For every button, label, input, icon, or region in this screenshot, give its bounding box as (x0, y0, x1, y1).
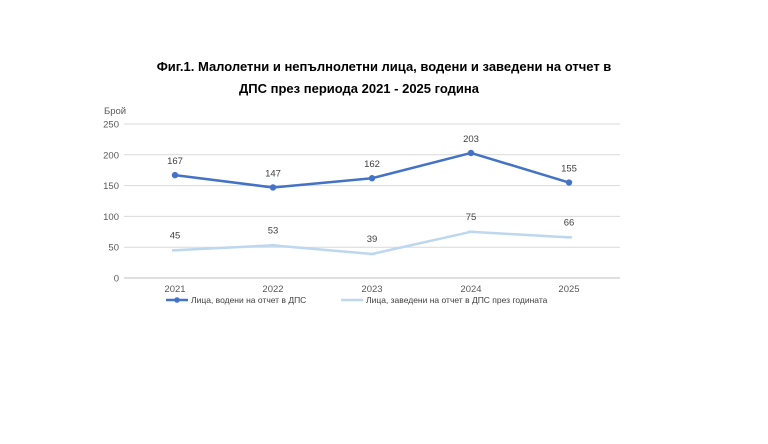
y-tick-label: 0 (114, 274, 119, 285)
x-tick-label: 2023 (361, 284, 382, 295)
y-axis-ticks: 0 50 100 150 200 250 (103, 120, 119, 285)
data-label: 75 (466, 212, 477, 223)
data-label: 53 (268, 225, 279, 236)
data-label: 203 (463, 134, 479, 145)
series-1: 167 147 162 203 155 (167, 134, 577, 191)
x-tick-label: 2022 (262, 284, 283, 295)
y-tick-label: 150 (103, 181, 119, 192)
y-tick-label: 100 (103, 212, 119, 223)
data-label: 162 (364, 159, 380, 170)
x-tick-label: 2024 (460, 284, 481, 295)
legend-marker (174, 297, 180, 303)
data-point (269, 184, 277, 191)
x-tick-label: 2021 (164, 284, 185, 295)
y-tick-label: 50 (108, 243, 119, 254)
legend: Лица, водени на отчет в ДПС Лица, заведен… (166, 295, 548, 305)
data-label: 167 (167, 156, 183, 167)
data-label: 147 (265, 168, 281, 179)
legend-label: Лица, заведени на отчет в ДПС през годин… (366, 295, 548, 305)
data-point (467, 149, 475, 157)
chart-title-line-1: Фиг.1. Малолетни и непълнолетни лица, во… (156, 59, 612, 74)
data-label: 45 (170, 230, 181, 241)
data-point (368, 175, 376, 182)
series-group: 167 147 162 203 155 45 53 39 75 66 (167, 134, 577, 256)
data-point (171, 171, 179, 179)
chart-title-line-2: ДПС през периода 2021 - 2025 година (239, 81, 479, 96)
chart-title: Фиг.1. Малолетни и непълнолетни лица, во… (0, 56, 768, 100)
x-axis-ticks: 2021 2022 2023 2024 2025 (164, 284, 579, 295)
series-2: 45 53 39 75 66 (170, 212, 575, 256)
y-axis-label: Брой (104, 106, 126, 117)
gridlines (124, 123, 620, 279)
data-label: 39 (367, 234, 378, 245)
data-label: 66 (564, 217, 575, 228)
data-label: 155 (561, 164, 577, 175)
data-point (565, 179, 573, 186)
y-tick-label: 200 (103, 150, 119, 161)
legend-label: Лица, водени на отчет в ДПС (191, 295, 306, 305)
x-tick-label: 2025 (558, 284, 579, 295)
y-tick-label: 250 (103, 120, 119, 131)
